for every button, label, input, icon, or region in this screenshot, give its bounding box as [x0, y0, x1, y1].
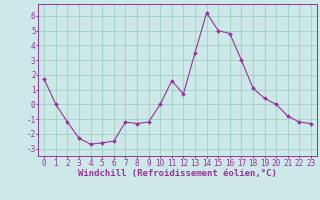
X-axis label: Windchill (Refroidissement éolien,°C): Windchill (Refroidissement éolien,°C) — [78, 169, 277, 178]
